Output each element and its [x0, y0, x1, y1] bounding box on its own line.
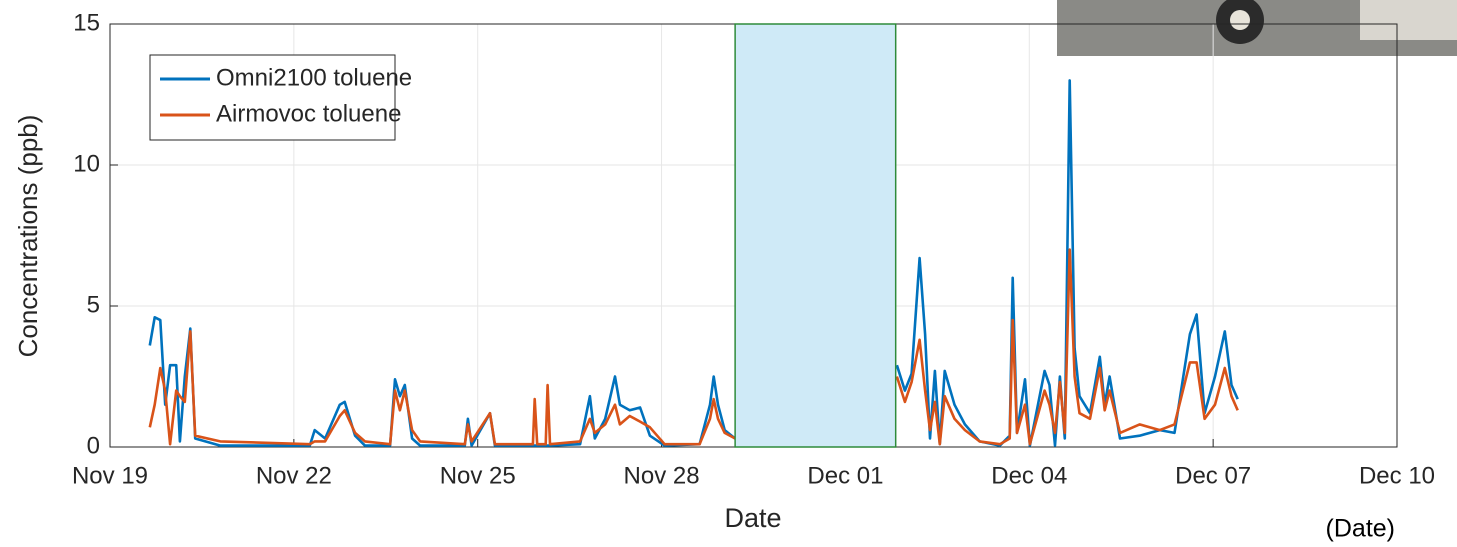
x-tick-label: Nov 22 [256, 462, 332, 489]
y-tick-label: 15 [73, 9, 100, 36]
x-tick-label: Nov 28 [624, 462, 700, 489]
photo-wheel-hub [1230, 10, 1250, 30]
x-tick-label: Nov 19 [72, 462, 148, 489]
y-tick-label: 10 [73, 150, 100, 177]
annotation: (Date) [1326, 515, 1395, 543]
legend-label: Omni2100 toluene [216, 64, 412, 91]
chart: Concentrations (ppb) Date (Date) 0 5 10 15 N… [0, 0, 1457, 547]
page: Concentrations (ppb) Date (Date) 0 5 10 15 N… [0, 0, 1457, 547]
x-tick-label: Dec 10 [1359, 462, 1435, 489]
x-tick-label: Nov 25 [440, 462, 516, 489]
y-tick-label: 0 [87, 432, 100, 459]
y-tick-label: 5 [87, 291, 100, 318]
x-tick-label: Dec 07 [1175, 462, 1251, 489]
x-tick-label: Dec 04 [991, 462, 1067, 489]
x-tick-label: Dec 01 [807, 462, 883, 489]
y-axis-label: Concentrations (ppb) [13, 115, 43, 358]
x-axis-label: Date [724, 503, 781, 533]
shaded-span [735, 24, 896, 447]
photo-detail [1360, 0, 1457, 40]
legend-label: Airmovoc toluene [216, 100, 401, 127]
